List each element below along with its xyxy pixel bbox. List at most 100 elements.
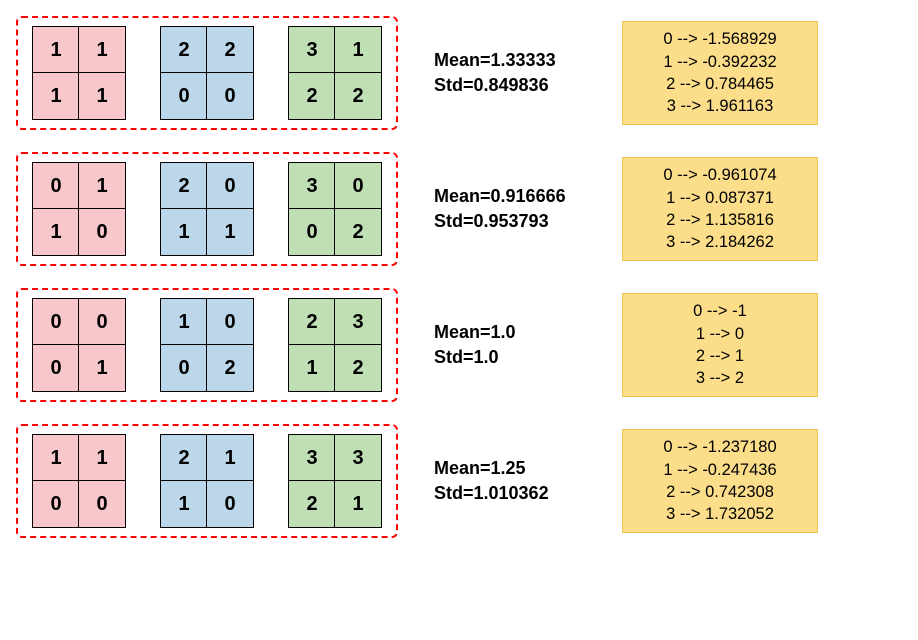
matrix-grid: 1100 — [32, 434, 126, 528]
matrix-cell: 1 — [78, 162, 126, 210]
map-line: 3 --> 1.961163 — [667, 95, 774, 117]
matrix-cell: 0 — [334, 162, 382, 210]
matrix-cell: 1 — [78, 72, 126, 120]
std-label: Std=0.953793 — [434, 209, 594, 234]
matrix-cell: 0 — [78, 298, 126, 346]
matrix-cell: 1 — [32, 26, 80, 74]
matrix-cell: 1 — [32, 434, 80, 482]
sample-row: 111122003122Mean=1.33333Std=0.8498360 --… — [16, 16, 902, 130]
matrix-cell: 2 — [206, 344, 254, 392]
std-label: Std=1.0 — [434, 345, 594, 370]
matrix-cell: 0 — [32, 344, 80, 392]
mean-label: Mean=1.33333 — [434, 48, 594, 73]
matrix-grid: 3122 — [288, 26, 382, 120]
mean-label: Mean=0.916666 — [434, 184, 594, 209]
stats-block: Mean=1.0Std=1.0 — [434, 320, 594, 370]
map-line: 3 --> 2.184262 — [666, 231, 774, 253]
map-line: 0 --> -1.568929 — [663, 28, 776, 50]
map-line: 0 --> -1.237180 — [663, 436, 776, 458]
mean-label: Mean=1.25 — [434, 456, 594, 481]
sample-group: 011020113002 — [16, 152, 398, 266]
matrix-cell: 1 — [78, 344, 126, 392]
matrix-cell: 0 — [206, 162, 254, 210]
sample-group: 000110022312 — [16, 288, 398, 402]
matrix-cell: 1 — [160, 298, 208, 346]
stats-block: Mean=0.916666Std=0.953793 — [434, 184, 594, 234]
map-line: 3 --> 2 — [696, 367, 744, 389]
matrix-cell: 3 — [288, 434, 336, 482]
matrix-cell: 0 — [206, 480, 254, 528]
matrix-cell: 2 — [160, 434, 208, 482]
std-label: Std=0.849836 — [434, 73, 594, 98]
matrix-cell: 2 — [288, 72, 336, 120]
stats-block: Mean=1.33333Std=0.849836 — [434, 48, 594, 98]
normalization-map: 0 --> -11 --> 02 --> 13 --> 2 — [622, 293, 818, 396]
map-line: 2 --> 0.784465 — [666, 73, 774, 95]
sample-row: 011020113002Mean=0.916666Std=0.9537930 -… — [16, 152, 902, 266]
matrix-grid: 1111 — [32, 26, 126, 120]
sample-group: 111122003122 — [16, 16, 398, 130]
normalization-map: 0 --> -1.5689291 --> -0.3922322 --> 0.78… — [622, 21, 818, 124]
matrix-cell: 1 — [334, 480, 382, 528]
matrix-cell: 0 — [160, 72, 208, 120]
map-line: 1 --> -0.247436 — [663, 459, 776, 481]
normalization-map: 0 --> -1.2371801 --> -0.2474362 --> 0.74… — [622, 429, 818, 532]
sample-row: 000110022312Mean=1.0Std=1.00 --> -11 -->… — [16, 288, 902, 402]
matrix-cell: 2 — [288, 480, 336, 528]
map-line: 2 --> 0.742308 — [666, 481, 774, 503]
matrix-cell: 1 — [288, 344, 336, 392]
matrix-cell: 1 — [160, 480, 208, 528]
matrix-cell: 2 — [334, 72, 382, 120]
sample-row: 110021103321Mean=1.25Std=1.0103620 --> -… — [16, 424, 902, 538]
matrix-cell: 0 — [78, 480, 126, 528]
matrix-grid: 3321 — [288, 434, 382, 528]
matrix-grid: 3002 — [288, 162, 382, 256]
normalization-map: 0 --> -0.9610741 --> 0.0873712 --> 1.135… — [622, 157, 818, 260]
matrix-cell: 2 — [160, 162, 208, 210]
map-line: 0 --> -1 — [693, 300, 747, 322]
matrix-cell: 2 — [334, 208, 382, 256]
map-line: 0 --> -0.961074 — [663, 164, 776, 186]
matrix-cell: 1 — [206, 208, 254, 256]
mean-label: Mean=1.0 — [434, 320, 594, 345]
matrix-cell: 0 — [78, 208, 126, 256]
matrix-grid: 2011 — [160, 162, 254, 256]
std-label: Std=1.010362 — [434, 481, 594, 506]
matrix-cell: 3 — [334, 298, 382, 346]
matrix-cell: 0 — [206, 72, 254, 120]
matrix-cell: 3 — [288, 26, 336, 74]
map-line: 1 --> 0.087371 — [666, 187, 774, 209]
matrix-cell: 0 — [288, 208, 336, 256]
matrix-cell: 1 — [32, 72, 80, 120]
matrix-cell: 1 — [78, 434, 126, 482]
map-line: 1 --> -0.392232 — [663, 51, 776, 73]
matrix-cell: 1 — [206, 434, 254, 482]
map-line: 1 --> 0 — [696, 323, 744, 345]
matrix-grid: 0001 — [32, 298, 126, 392]
map-line: 2 --> 1.135816 — [666, 209, 774, 231]
matrix-cell: 3 — [288, 162, 336, 210]
matrix-cell: 1 — [160, 208, 208, 256]
matrix-cell: 0 — [160, 344, 208, 392]
map-line: 2 --> 1 — [696, 345, 744, 367]
matrix-cell: 1 — [334, 26, 382, 74]
matrix-cell: 0 — [32, 298, 80, 346]
matrix-cell: 1 — [32, 208, 80, 256]
matrix-cell: 0 — [32, 162, 80, 210]
stats-block: Mean=1.25Std=1.010362 — [434, 456, 594, 506]
matrix-grid: 1002 — [160, 298, 254, 392]
matrix-grid: 0110 — [32, 162, 126, 256]
map-line: 3 --> 1.732052 — [666, 503, 774, 525]
matrix-cell: 3 — [334, 434, 382, 482]
matrix-grid: 2200 — [160, 26, 254, 120]
matrix-cell: 0 — [32, 480, 80, 528]
matrix-grid: 2110 — [160, 434, 254, 528]
matrix-cell: 0 — [206, 298, 254, 346]
matrix-grid: 2312 — [288, 298, 382, 392]
matrix-cell: 2 — [160, 26, 208, 74]
sample-group: 110021103321 — [16, 424, 398, 538]
matrix-cell: 1 — [78, 26, 126, 74]
matrix-cell: 2 — [206, 26, 254, 74]
matrix-cell: 2 — [288, 298, 336, 346]
matrix-cell: 2 — [334, 344, 382, 392]
